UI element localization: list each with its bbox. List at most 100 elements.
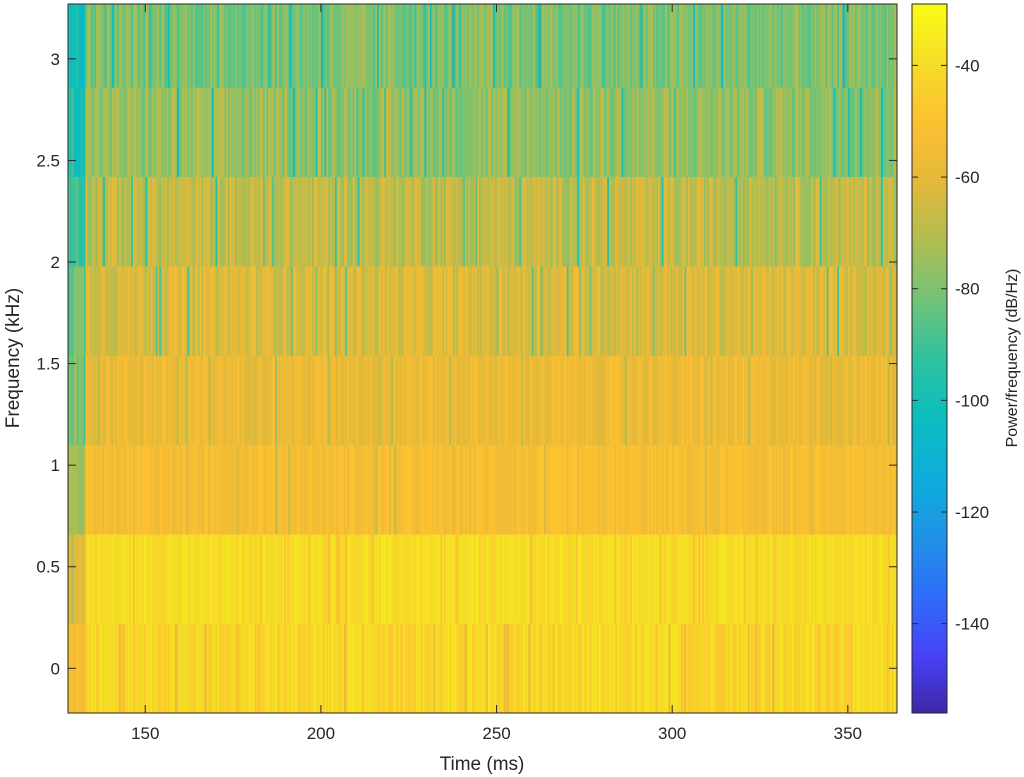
spectrogram-cell	[538, 355, 541, 446]
spectrogram-cell	[717, 176, 721, 267]
spectrogram-cell	[275, 444, 278, 535]
spectrogram-cell	[489, 4, 492, 88]
spectrogram-cell	[320, 534, 324, 624]
spectrogram-cell	[266, 623, 269, 713]
spectrogram-cell	[169, 87, 173, 177]
spectrogram-cell	[545, 176, 548, 267]
spectrogram-cell	[828, 4, 831, 88]
spectrogram-cell	[768, 623, 771, 713]
spectrogram-cell	[331, 623, 334, 713]
spectrogram-cell	[733, 87, 736, 177]
spectrogram-cell	[658, 4, 661, 88]
spectrogram-cell	[480, 355, 483, 446]
spectrogram-cell	[192, 266, 195, 356]
spectrogram-cell	[162, 355, 165, 446]
spectrogram-cell	[122, 534, 125, 624]
spectrogram-cell	[136, 623, 139, 713]
spectrogram-cell	[354, 176, 357, 267]
spectrogram-cell	[847, 355, 850, 446]
spectrogram-cell	[536, 355, 540, 446]
spectrogram-cell	[731, 355, 735, 446]
spectrogram-cell	[556, 176, 559, 267]
spectrogram-cell	[468, 266, 471, 356]
spectrogram-cell	[540, 87, 543, 177]
spectrogram-cell	[640, 623, 643, 713]
spectrogram-cell	[183, 87, 187, 177]
spectrogram-cell	[775, 87, 778, 177]
spectrogram-cell	[579, 176, 582, 267]
spectrogram-cell	[733, 4, 736, 88]
spectrogram-cell	[691, 4, 694, 88]
spectrogram-cell	[271, 176, 274, 267]
spectrogram-cell	[176, 87, 180, 177]
spectrogram-cell	[90, 623, 93, 713]
spectrogram-cell	[394, 176, 397, 267]
spectrogram-cell	[500, 444, 503, 535]
spectrogram-cell	[872, 4, 875, 88]
spectrogram-cell	[136, 87, 139, 177]
spectrogram-cell	[92, 266, 95, 356]
spectrogram-cell	[872, 355, 875, 446]
spectrogram-cell	[600, 4, 603, 88]
spectrogram-cell	[208, 266, 211, 356]
spectrogram-cell	[233, 4, 236, 88]
spectrogram-cell	[99, 176, 102, 267]
spectrogram-cell	[565, 444, 568, 535]
spectrogram-cell	[217, 87, 220, 177]
spectrogram-cell	[192, 444, 195, 535]
spectrogram-cell	[106, 534, 109, 624]
spectrogram-cell	[108, 355, 111, 446]
spectrogram-cell	[148, 355, 151, 446]
spectrogram-cell	[886, 444, 889, 535]
spectrogram-cell	[322, 534, 325, 624]
spectrogram-cell	[162, 623, 165, 713]
spectrogram-cell	[436, 623, 439, 713]
spectrogram-cell	[810, 623, 814, 713]
spectrogram-cell	[231, 623, 234, 713]
spectrogram-cell	[308, 444, 311, 535]
spectrogram-cell	[696, 266, 699, 356]
spectrogram-cell	[415, 4, 418, 88]
spectrogram-cell	[772, 87, 775, 177]
spectrogram-cell	[535, 623, 538, 713]
spectrogram-cell	[231, 176, 234, 267]
spectrogram-cell	[635, 444, 638, 535]
spectrogram-cell	[445, 534, 448, 624]
spectrogram-cell	[817, 355, 821, 446]
spectrogram-cell	[819, 623, 822, 713]
spectrogram-cell	[384, 623, 387, 713]
spectrogram-cell	[735, 444, 738, 535]
spectrogram-cell	[226, 444, 229, 535]
spectrogram-cell	[823, 534, 826, 624]
spectrogram-cell	[96, 176, 99, 267]
spectrogram-cell	[196, 623, 199, 713]
spectrogram-cell	[363, 534, 366, 624]
spectrogram-cell	[840, 534, 843, 624]
spectrogram-cell	[877, 623, 880, 713]
spectrogram-cell	[194, 534, 197, 624]
spectrogram-cell	[284, 266, 287, 356]
spectrogram-cell	[194, 355, 197, 446]
spectrogram-cell	[90, 176, 93, 267]
spectrogram-cell	[375, 623, 378, 713]
spectrogram-cell	[255, 355, 259, 446]
spectrogram-cell	[556, 623, 559, 713]
spectrogram-cell	[598, 176, 601, 267]
spectrogram-cell	[893, 266, 896, 356]
spectrogram-cell	[651, 534, 654, 624]
spectrogram-cell	[268, 444, 271, 535]
spectrogram-cell	[842, 176, 845, 267]
spectrogram-cell	[282, 623, 285, 713]
spectrogram-cell	[484, 534, 487, 624]
spectrogram-cell	[294, 176, 297, 267]
spectrogram-cell	[113, 266, 116, 356]
spectrogram-cell	[765, 534, 768, 624]
spectrogram-cell	[233, 623, 236, 713]
spectrogram-cell	[277, 87, 280, 177]
spectrogram-cell	[382, 176, 385, 267]
spectrogram-cell	[189, 87, 192, 177]
spectrogram-cell	[389, 4, 392, 88]
spectrogram-cell	[201, 534, 204, 624]
spectrogram-cell	[359, 355, 362, 446]
spectrogram-cell	[313, 87, 317, 177]
